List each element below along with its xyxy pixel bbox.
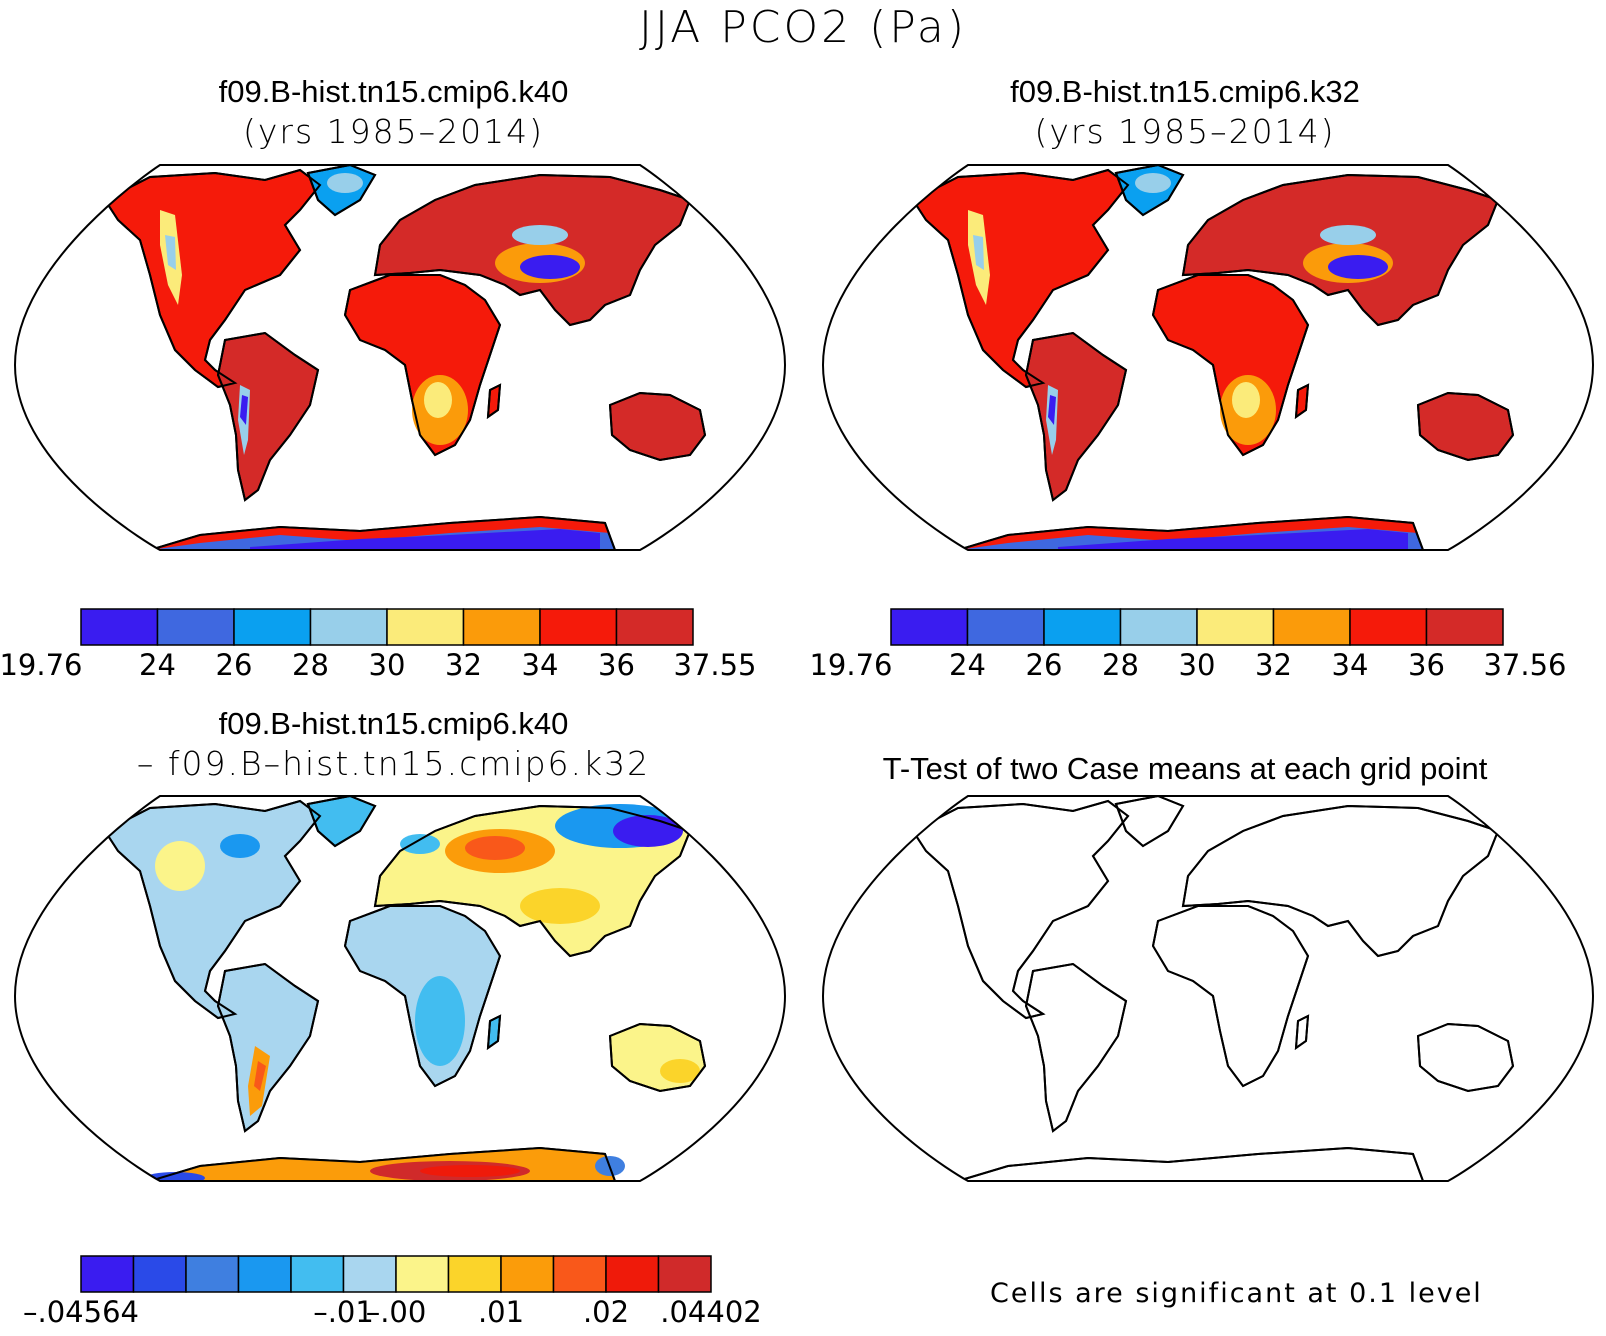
colorbar-tick-label: 32 xyxy=(445,648,482,682)
panel1-map xyxy=(13,164,787,551)
panel2-title: f09.B-hist.tn15.cmip6.k32 xyxy=(1010,74,1360,109)
colorbar-box xyxy=(233,608,312,646)
panel3-map xyxy=(13,795,787,1182)
panel2-map xyxy=(821,164,1595,551)
colorbar-box xyxy=(447,1255,502,1293)
panel3-colorbar: –.04564 –.01 –.00 .01 .02 .04402 xyxy=(23,1255,762,1329)
colorbar-box xyxy=(552,1255,607,1293)
figure-title: JJA PCO2 (Pa) xyxy=(639,2,967,53)
colorbar-box xyxy=(237,1255,292,1293)
colorbar-tick-label: –.00 xyxy=(366,1295,427,1329)
colorbar-max-label: 37.56 xyxy=(1483,648,1566,682)
colorbar-tick-label: 24 xyxy=(139,648,176,682)
colorbar-box xyxy=(1272,608,1351,646)
colorbar-tick-label: 36 xyxy=(1408,648,1445,682)
colorbar-tick-label: 34 xyxy=(522,648,559,682)
colorbar-tick-label: 26 xyxy=(216,648,253,682)
panel1-subtitle: (yrs 1985–2014) xyxy=(243,112,544,151)
colorbar-min-label: –.04564 xyxy=(23,1295,139,1329)
colorbar-min-label: 19.76 xyxy=(809,648,892,682)
panel1-title: f09.B-hist.tn15.cmip6.k40 xyxy=(218,74,569,109)
colorbar-box xyxy=(185,1255,240,1293)
colorbar-box xyxy=(132,1255,187,1293)
colorbar-tick-label: 32 xyxy=(1255,648,1292,682)
panel4-title: T-Test of two Case means at each grid po… xyxy=(882,751,1488,786)
colorbar-box xyxy=(539,608,618,646)
panel2-colorbar: 19.76 24 26 28 30 32 34 36 37.56 xyxy=(809,608,1567,682)
map-border xyxy=(821,164,1595,551)
colorbar-box xyxy=(1349,608,1428,646)
colorbar-tick-label: 28 xyxy=(292,648,329,682)
colorbar-box xyxy=(342,1255,397,1293)
colorbar-tick-label: 36 xyxy=(598,648,635,682)
colorbar-tick-label: 26 xyxy=(1026,648,1063,682)
colorbar-tick-label: 30 xyxy=(1179,648,1216,682)
tibet-low xyxy=(520,255,580,279)
colorbar-tick-label: 30 xyxy=(369,648,406,682)
map-border xyxy=(13,164,787,551)
colorbar-box xyxy=(395,1255,450,1293)
tibet-low xyxy=(1328,255,1388,279)
colorbar-box xyxy=(1425,608,1504,646)
colorbar-tick-label: .02 xyxy=(583,1295,629,1329)
colorbar-box xyxy=(1043,608,1122,646)
colorbar-max-label: .04402 xyxy=(660,1295,761,1329)
colorbar-box xyxy=(966,608,1045,646)
panel3-subtitle: – f09.B–hist.tn15.cmip6.k32 xyxy=(136,744,651,783)
colorbar-tick-label: 28 xyxy=(1102,648,1139,682)
colorbar-box xyxy=(605,1255,660,1293)
colorbar-min-label: 19.76 xyxy=(0,648,83,682)
colorbar-max-label: 37.55 xyxy=(673,648,756,682)
colorbar-box xyxy=(290,1255,345,1293)
colorbar-box xyxy=(615,608,694,646)
colorbar-box xyxy=(657,1255,712,1293)
panel4-map xyxy=(821,795,1595,1182)
colorbar-box xyxy=(156,608,235,646)
map-border xyxy=(821,795,1595,1182)
colorbar-box xyxy=(80,1255,135,1293)
colorbar-box xyxy=(890,608,969,646)
colorbar-box xyxy=(80,608,159,646)
colorbar-tick-label: –.01 xyxy=(313,1295,374,1329)
colorbar-box xyxy=(386,608,465,646)
colorbar-box xyxy=(500,1255,555,1293)
map-background xyxy=(823,796,1593,1181)
panel3-title: f09.B-hist.tn15.cmip6.k40 xyxy=(218,706,569,741)
colorbar-tick-label: .01 xyxy=(478,1295,524,1329)
colorbar-tick-label: 34 xyxy=(1332,648,1369,682)
significance-note: Cells are significant at 0.1 level xyxy=(990,1278,1483,1309)
colorbar-box xyxy=(309,608,388,646)
colorbar-tick-label: 24 xyxy=(949,648,986,682)
colorbar-box xyxy=(462,608,541,646)
panel1-colorbar: 19.76 24 26 28 30 32 34 36 37.55 xyxy=(0,608,757,682)
colorbar-box xyxy=(1119,608,1198,646)
colorbar-box xyxy=(1196,608,1275,646)
panel2-subtitle: (yrs 1985–2014) xyxy=(1034,112,1336,151)
map-border xyxy=(13,795,787,1182)
